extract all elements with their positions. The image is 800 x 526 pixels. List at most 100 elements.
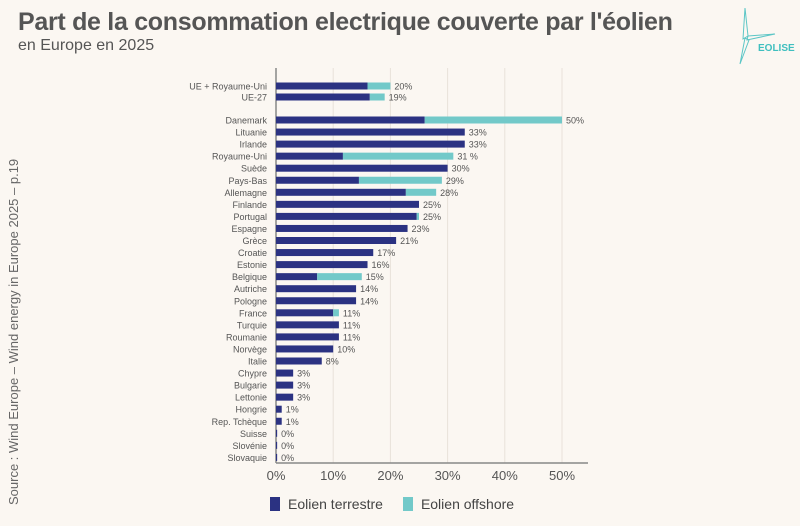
category-label: UE + Royaume-Uni (189, 82, 267, 92)
bar-onshore (276, 357, 322, 365)
bar-onshore (276, 369, 294, 377)
data-label: 8% (326, 357, 339, 367)
data-label: 50% (566, 116, 584, 126)
data-label: 21% (400, 236, 418, 246)
data-label: 33% (469, 128, 487, 138)
category-label: France (239, 308, 267, 318)
bar-onshore (276, 441, 278, 449)
bar-onshore (276, 261, 368, 269)
legend-label: Eolien terrestre (288, 496, 383, 512)
data-label: 1% (286, 417, 299, 427)
bar-onshore (276, 188, 406, 196)
data-label: 14% (360, 296, 378, 306)
category-label: Allemagne (224, 188, 267, 198)
bar-onshore (276, 128, 465, 136)
category-label: Danemark (225, 116, 267, 126)
bar-offshore (317, 273, 362, 281)
data-label: 17% (377, 248, 395, 258)
data-label: 20% (394, 82, 412, 92)
legend: Eolien terrestre Eolien offshore (270, 496, 514, 512)
category-label: Norvège (233, 344, 267, 354)
category-label: Pologne (234, 296, 267, 306)
bar-offshore (424, 116, 562, 124)
data-label: 19% (389, 93, 407, 103)
category-label: Espagne (231, 224, 267, 234)
category-label: Turquie (237, 320, 267, 330)
data-label: 10% (337, 344, 355, 354)
data-label: 25% (423, 212, 441, 222)
data-label: 15% (366, 272, 384, 282)
category-label: Estonie (237, 260, 267, 270)
bar-onshore (276, 82, 368, 90)
bar-onshore (276, 249, 374, 257)
data-label: 25% (423, 200, 441, 210)
bar-onshore (276, 321, 339, 329)
data-label: 16% (372, 260, 390, 270)
category-label: Suisse (240, 429, 267, 439)
category-label: Rep. Tchèque (212, 417, 267, 427)
legend-item-offshore: Eolien offshore (402, 496, 514, 512)
bar-onshore (276, 345, 334, 353)
legend-swatch-offshore (402, 497, 413, 511)
logo-text: EOLISE (758, 43, 795, 54)
data-label: 31 % (457, 152, 478, 162)
x-tick-label: 40% (492, 468, 518, 483)
chart-subtitle: en Europe en 2025 (18, 37, 155, 54)
data-label: 0% (281, 429, 294, 439)
data-label: 11% (343, 308, 360, 318)
category-label: Bulgarie (234, 381, 267, 391)
data-label: 30% (452, 164, 470, 174)
bar-onshore (276, 429, 278, 437)
category-label: Lituanie (235, 128, 267, 138)
data-label: 3% (297, 369, 310, 379)
category-label: Grèce (242, 236, 267, 246)
data-label: 3% (297, 381, 310, 391)
data-label: 0% (281, 453, 294, 463)
bar-onshore (276, 200, 419, 208)
category-label: UE-27 (241, 93, 267, 103)
bar-onshore (276, 417, 282, 425)
category-label: Slovaquie (227, 453, 267, 463)
legend-item-onshore: Eolien terrestre (270, 496, 383, 512)
bar-onshore (276, 297, 357, 305)
bar-onshore (276, 273, 318, 281)
bar-onshore (276, 164, 448, 172)
bar-onshore (276, 309, 334, 317)
bar-onshore (276, 176, 359, 184)
data-label: 11% (343, 320, 360, 330)
category-label: Autriche (234, 284, 267, 294)
data-label: 29% (446, 176, 464, 186)
bar-onshore (276, 93, 370, 101)
data-label: 28% (440, 188, 458, 198)
category-label: Finlande (232, 200, 267, 210)
x-tick-label: 10% (320, 468, 346, 483)
bar-onshore (276, 237, 397, 244)
category-label: Irlande (239, 140, 267, 150)
x-tick-label: 30% (435, 468, 461, 483)
category-label: Suède (241, 164, 267, 174)
bar-onshore (276, 116, 425, 124)
category-label: Hongrie (235, 405, 267, 415)
bar-onshore (276, 453, 278, 461)
legend-swatch-onshore (270, 497, 280, 511)
data-label: 11% (343, 332, 360, 342)
data-label: 33% (469, 140, 487, 150)
bar-offshore (416, 212, 419, 220)
chart-title: Part de la consommation electrique couve… (18, 8, 673, 36)
bar-onshore (276, 224, 408, 232)
category-label: Pays-Bas (228, 176, 267, 186)
bar-offshore (405, 188, 437, 196)
x-tick-label: 0% (267, 468, 286, 483)
bar-offshore (358, 176, 442, 184)
bar-offshore (369, 93, 385, 101)
data-label: 14% (360, 284, 378, 294)
category-label: Croatie (238, 248, 267, 258)
category-label: Chypre (238, 369, 267, 379)
bar-onshore (276, 285, 357, 293)
data-label: 1% (286, 405, 299, 415)
category-label: Italie (248, 357, 267, 367)
bar-onshore (276, 152, 343, 160)
category-label: Belgique (232, 272, 267, 282)
x-tick-label: 50% (549, 468, 575, 483)
